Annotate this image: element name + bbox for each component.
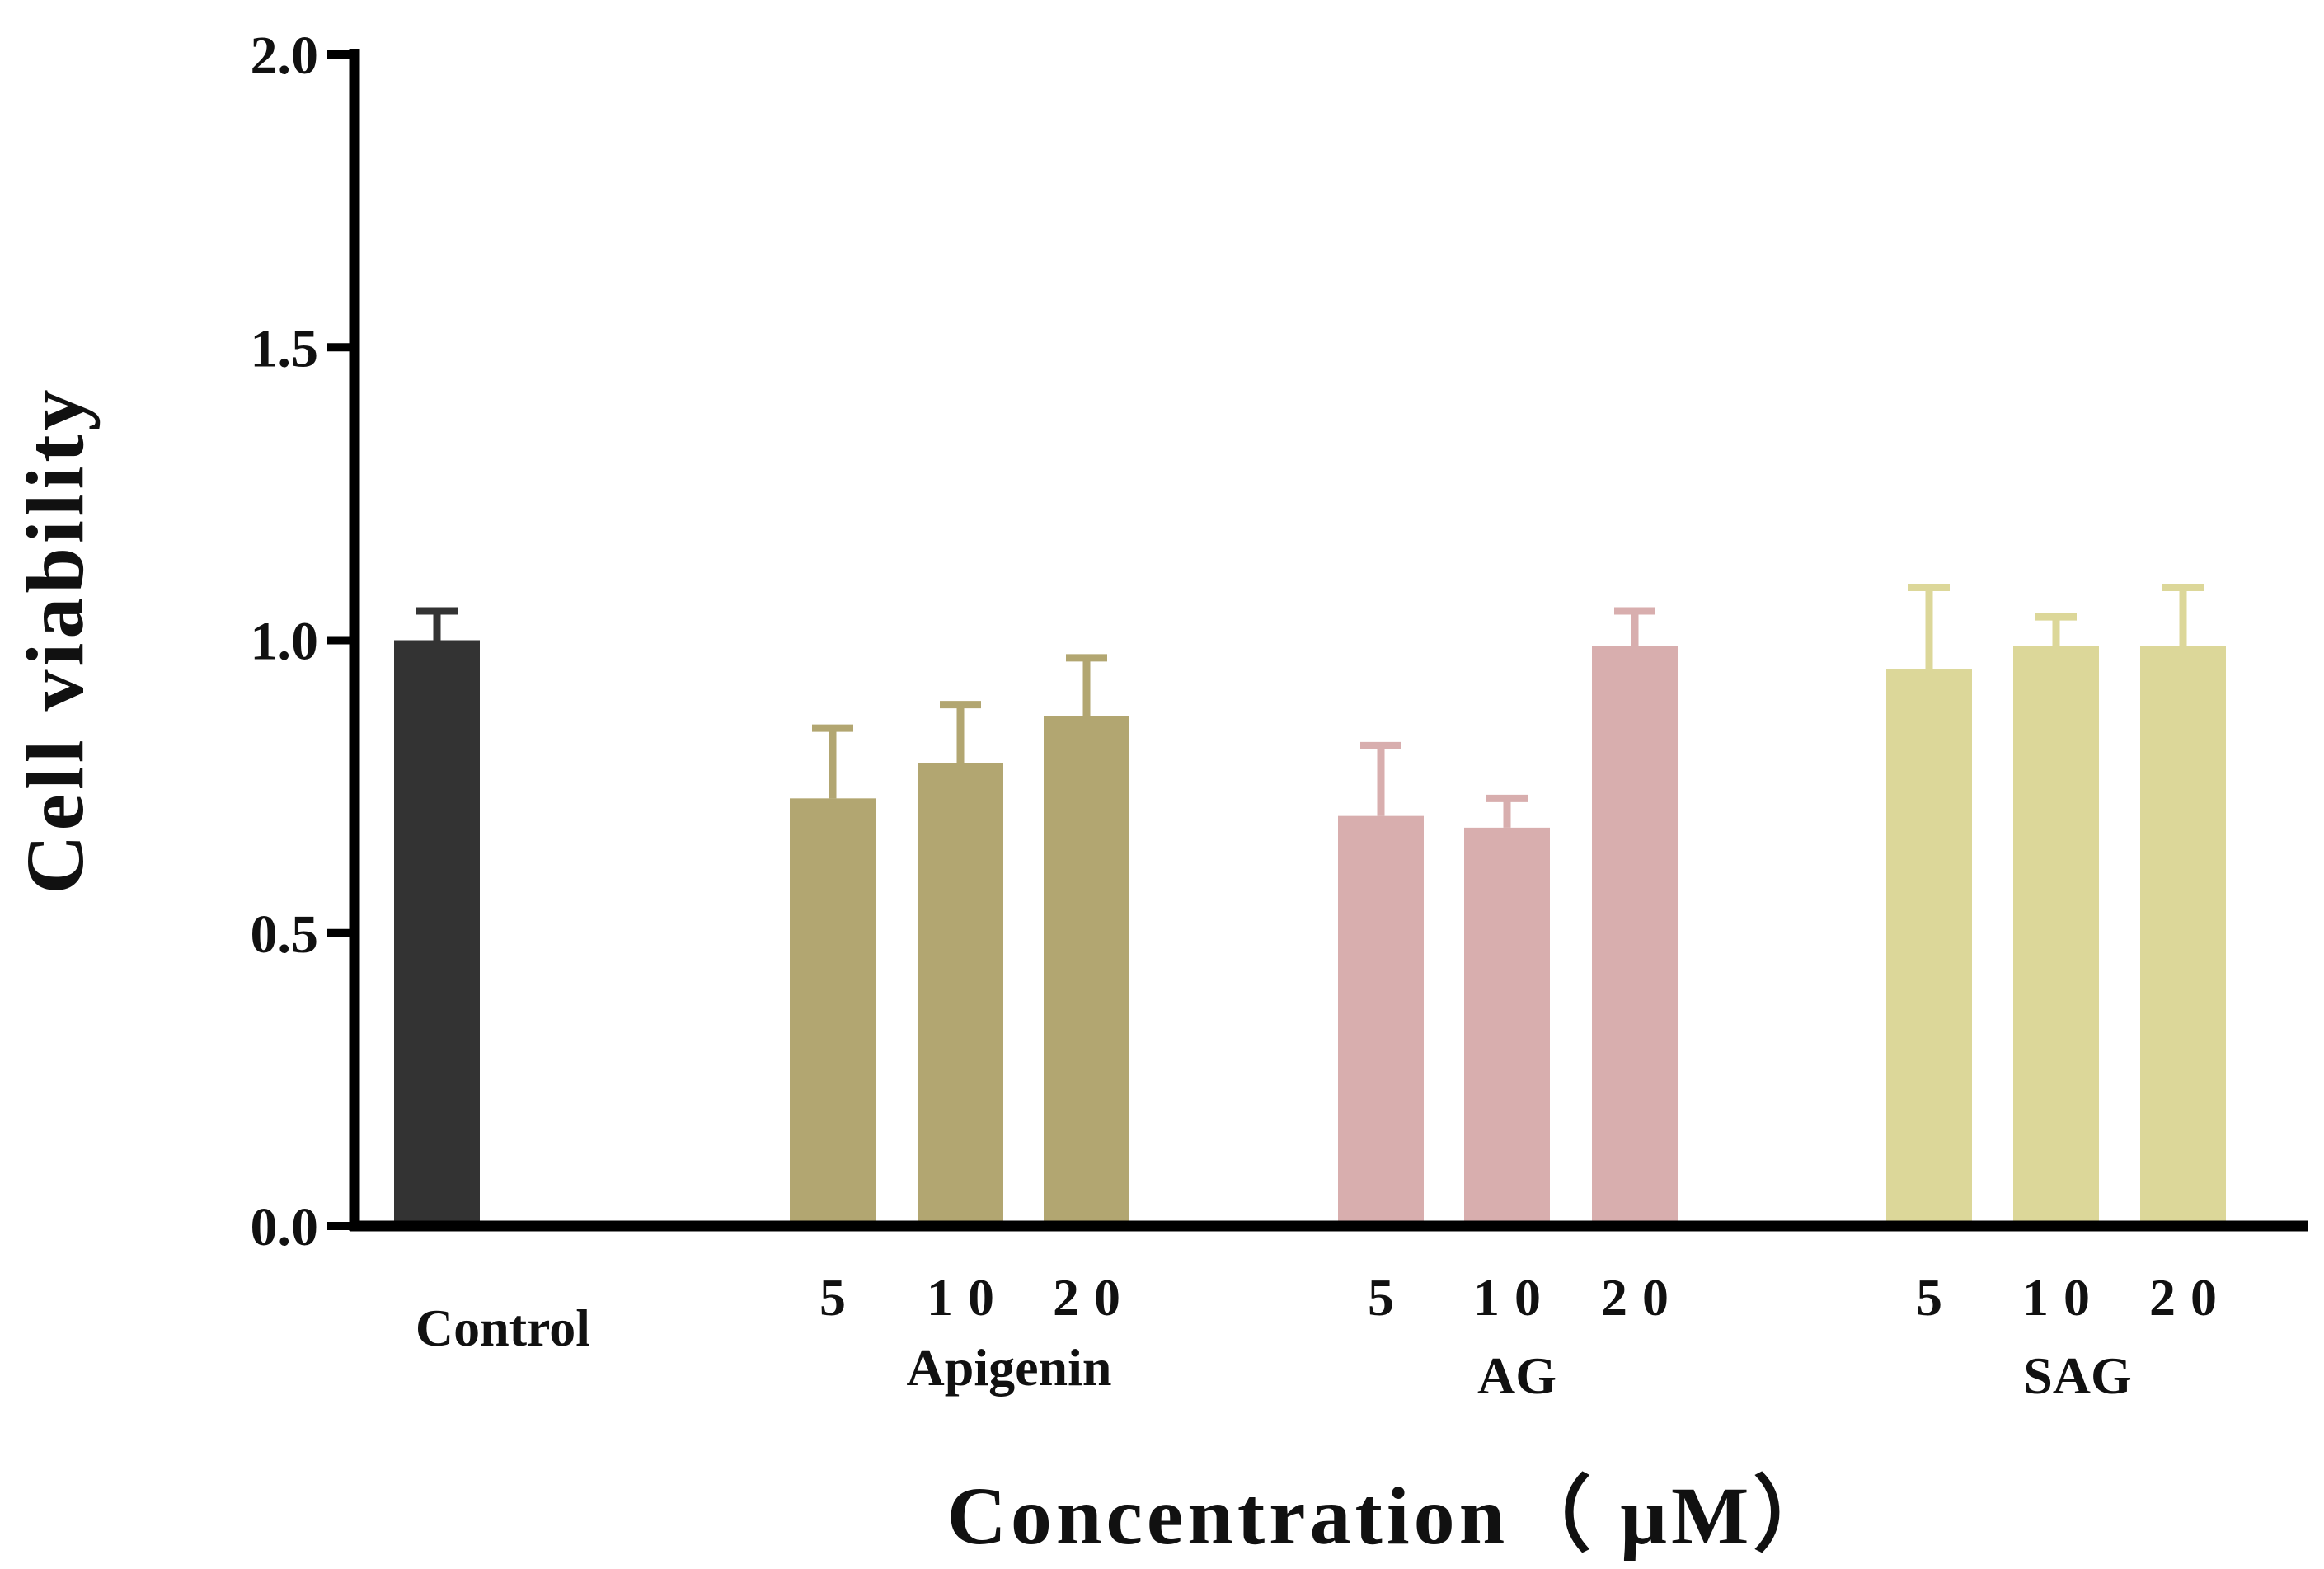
x-tick-label-ag-2: 20 — [1601, 1268, 1683, 1327]
bar-apigenin-0 — [790, 798, 876, 1226]
x-tick-label-sag-2: 20 — [2149, 1268, 2232, 1327]
x-tick-label-sag-1: 10 — [2022, 1268, 2105, 1327]
xlabels-layer: Control 5 10 20 Apigenin 5 10 20 AG 5 10 20 SAG — [416, 1268, 2232, 1405]
group-label-ag: AG — [1477, 1346, 1556, 1405]
x-tick-label-ag-0: 5 — [1368, 1268, 1409, 1327]
y-tick-label-1: 0.5 — [251, 904, 319, 965]
y-tick-label-4: 2.0 — [251, 26, 319, 86]
bars-layer — [394, 584, 2226, 1226]
bar-apigenin-2 — [1044, 716, 1129, 1226]
x-tick-label-apigenin-1: 10 — [927, 1268, 1009, 1327]
bar-sag-1 — [2013, 646, 2099, 1226]
bar-ag-2 — [1592, 646, 1678, 1226]
y-axis-title: Cell viability — [9, 385, 101, 894]
bar-sag-0 — [1886, 669, 1972, 1226]
bar-apigenin-1 — [918, 763, 1003, 1226]
x-tick-label-apigenin-0: 5 — [819, 1268, 861, 1327]
bar-ag-1 — [1464, 827, 1550, 1226]
ticks-layer: 0.0 0.5 1.0 1.5 2.0 — [251, 26, 354, 1257]
group-label-control: Control — [416, 1299, 590, 1357]
x-tick-label-ag-1: 10 — [1473, 1268, 1556, 1327]
bar-sag-2 — [2140, 646, 2226, 1226]
bar-ag-0 — [1338, 815, 1424, 1226]
y-tick-label-0: 0.0 — [251, 1197, 319, 1257]
x-axis-title: Concentration（ μM） — [947, 1470, 1840, 1562]
y-tick-label-3: 1.5 — [251, 318, 319, 378]
bar-control-0 — [394, 640, 480, 1226]
group-label-sag: SAG — [2023, 1346, 2132, 1405]
group-label-apigenin: Apigenin — [907, 1338, 1112, 1397]
x-tick-label-sag-0: 5 — [1916, 1268, 1957, 1327]
x-tick-label-apigenin-2: 20 — [1053, 1268, 1135, 1327]
y-tick-label-2: 1.0 — [251, 612, 319, 672]
